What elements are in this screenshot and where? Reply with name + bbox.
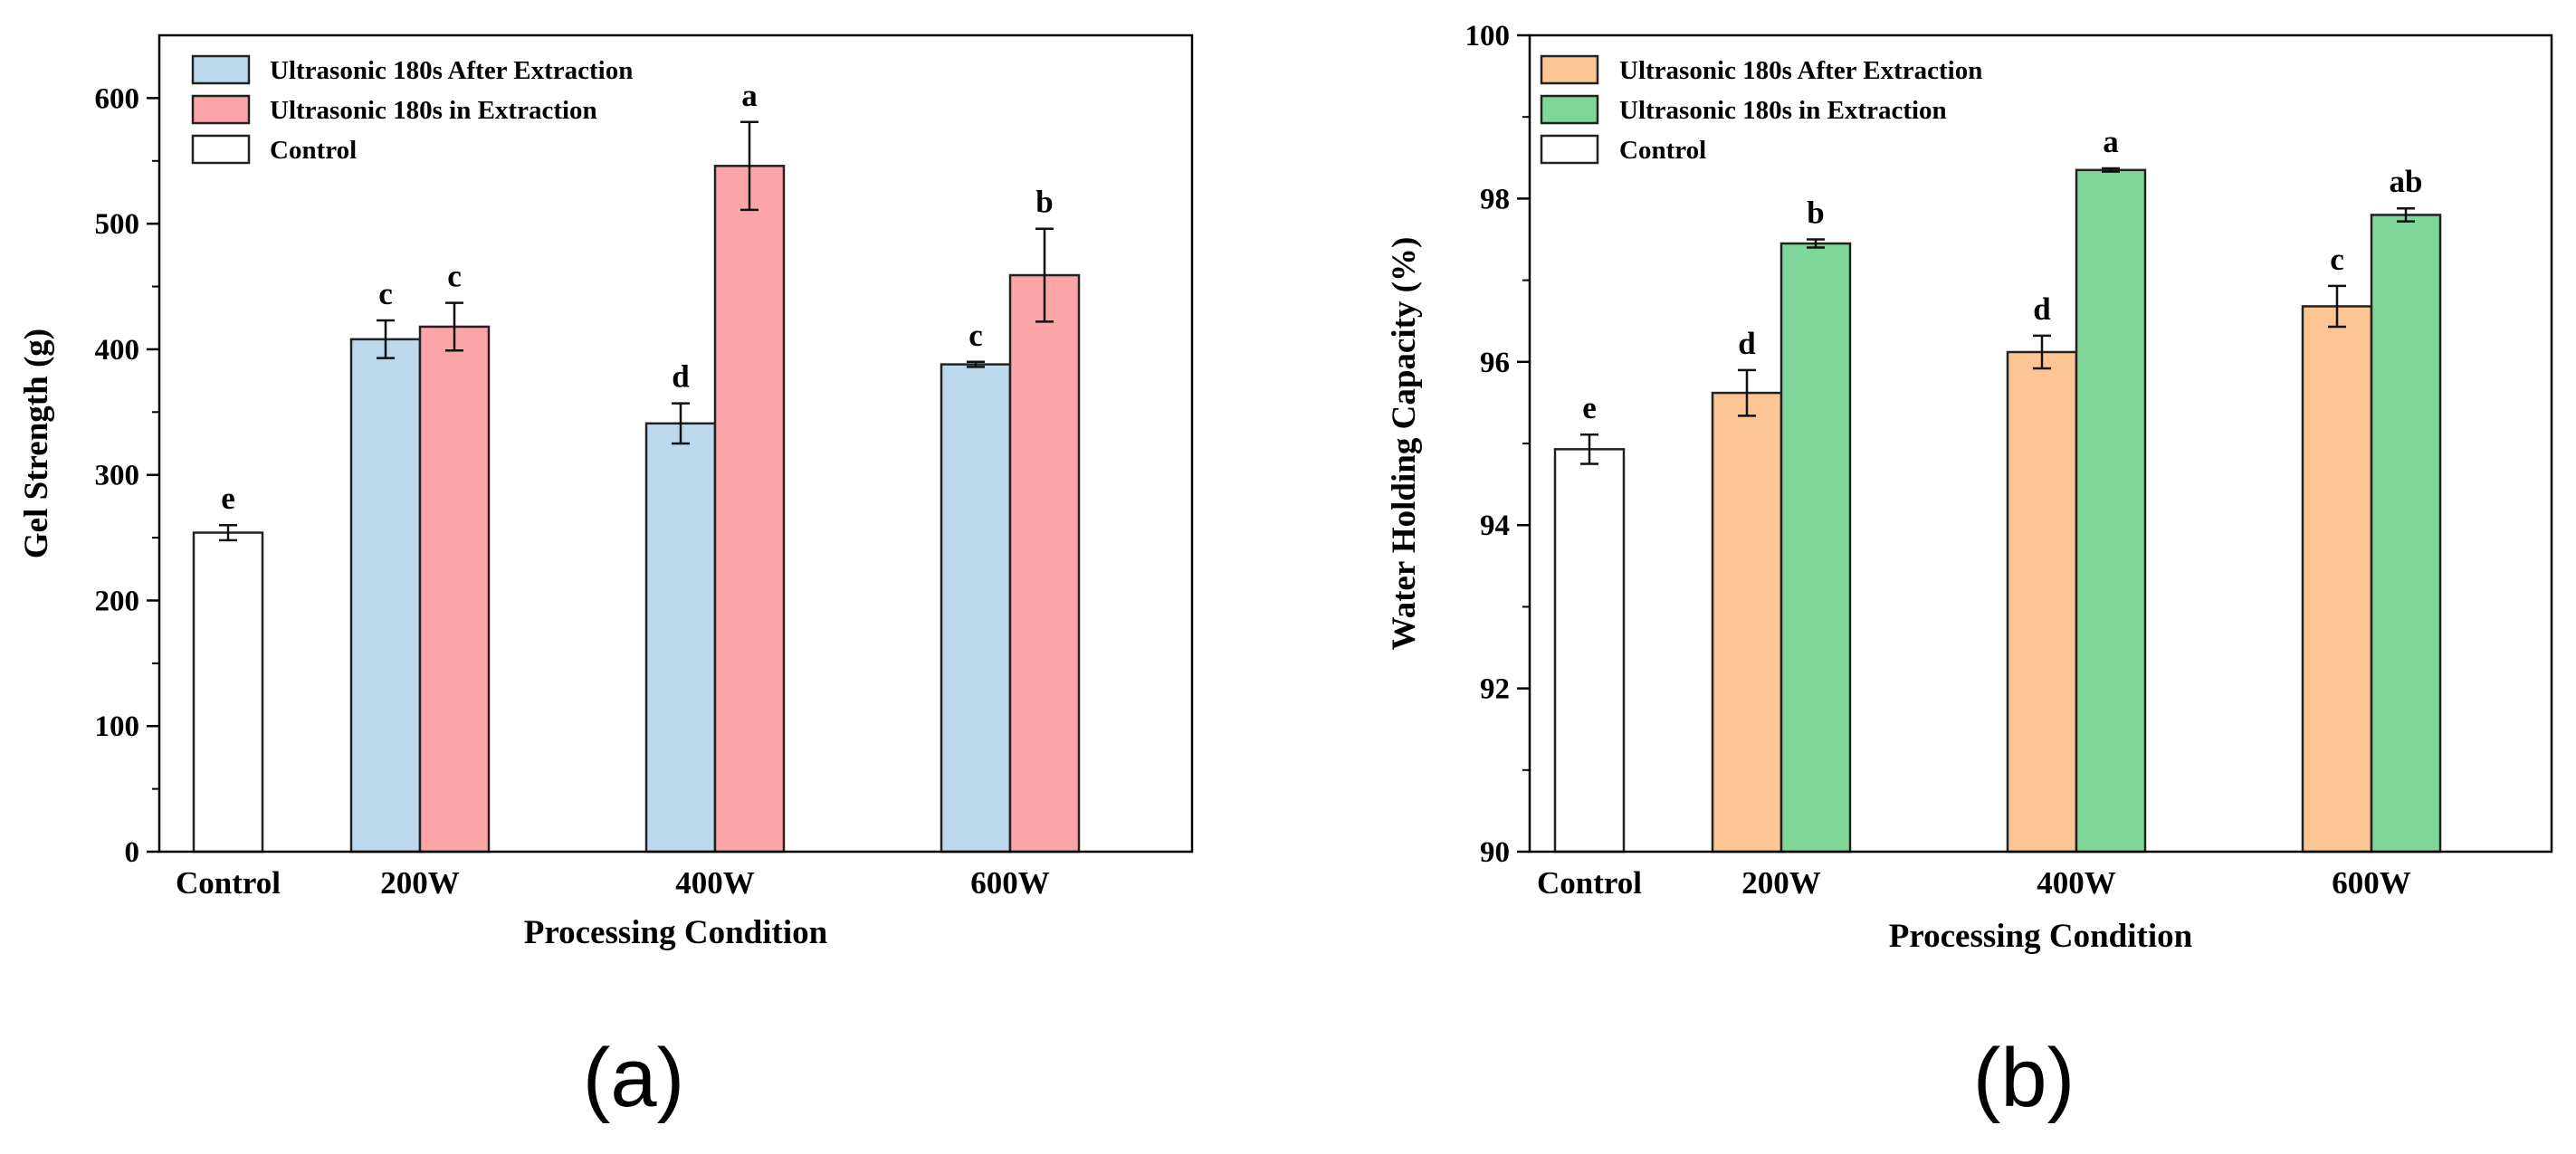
- y-tick-label: 96: [1480, 347, 1510, 379]
- legend-label-2: Control: [1619, 136, 1706, 165]
- bar-600w-series-0: [940, 363, 1012, 854]
- x-axis-title: Processing Condition: [524, 914, 828, 951]
- bar-control-series-2: [1553, 448, 1626, 854]
- legend-swatch-0: [1540, 54, 1599, 85]
- y-tick-label: 300: [95, 460, 140, 492]
- x-category-label: 600W: [970, 865, 1050, 901]
- significance-letter: d: [2033, 291, 2051, 327]
- y-tick-label: 600: [95, 82, 140, 115]
- legend-swatch-0: [191, 54, 251, 85]
- x-category-label: 400W: [2037, 865, 2116, 901]
- bar-400w-series-0: [644, 422, 717, 854]
- y-tick-label: 200: [95, 585, 140, 617]
- bar-600w-series-1: [1008, 273, 1081, 854]
- y-tick-label: 98: [1480, 183, 1510, 215]
- legend-label-0: Ultrasonic 180s After Extraction: [270, 56, 633, 85]
- significance-letter: a: [2103, 124, 2119, 159]
- bar-200w-series-1: [418, 325, 491, 854]
- significance-letter: d: [1738, 326, 1756, 361]
- bar-400w-series-1: [713, 165, 786, 854]
- bar-200w-series-0: [1711, 391, 1783, 854]
- significance-letter: e: [221, 481, 235, 516]
- significance-letter: c: [2330, 242, 2344, 277]
- y-tick-label: 500: [95, 208, 140, 241]
- y-tick-label: 0: [125, 836, 140, 869]
- y-tick-label: 90: [1480, 836, 1510, 869]
- bar-200w-series-0: [349, 338, 422, 854]
- chart-panel-a: 0 100 200 300 400 500 600 e Control c c 200W d a 400W c…: [18, 33, 1194, 1124]
- significance-letter: b: [1807, 196, 1824, 231]
- significance-letter: e: [1582, 390, 1597, 425]
- y-tick-label: 94: [1480, 510, 1510, 542]
- legend-swatch-2: [1540, 134, 1599, 165]
- y-tick-label: 100: [95, 711, 140, 743]
- y-tick-label: 400: [95, 334, 140, 367]
- significance-letter: c: [447, 259, 462, 294]
- panel-caption: (b): [1973, 1032, 2075, 1124]
- plot-frame: [157, 33, 1194, 854]
- plot-frame: [1528, 33, 2553, 854]
- x-axis-title: Processing Condition: [1889, 918, 2193, 955]
- significance-letter: c: [378, 276, 393, 311]
- significance-letter: c: [968, 318, 983, 353]
- legend-label-1: Ultrasonic 180s in Extraction: [1619, 96, 1947, 125]
- bar-400w-series-1: [2075, 168, 2147, 854]
- legend-swatch-1: [191, 94, 251, 125]
- y-tick-label: 92: [1480, 673, 1510, 706]
- significance-letter: a: [741, 78, 758, 113]
- panel-caption: (a): [583, 1032, 684, 1124]
- bar-600w-series-0: [2301, 305, 2373, 854]
- significance-letter: d: [672, 359, 690, 395]
- legend-label-1: Ultrasonic 180s in Extraction: [270, 96, 597, 125]
- legend-swatch-1: [1540, 94, 1599, 125]
- chart-panel-b: 90 92 94 96 98 100 e Control d b 200W d a 400W c ab 600W…: [1386, 20, 2553, 1124]
- x-category-label: 600W: [2332, 865, 2411, 901]
- y-tick-label: 100: [1465, 20, 1511, 52]
- x-category-label: Control: [176, 865, 281, 901]
- significance-letter: b: [1035, 185, 1053, 220]
- legend-label-2: Control: [270, 136, 357, 165]
- legend-label-0: Ultrasonic 180s After Extraction: [1619, 56, 1982, 85]
- x-category-label: Control: [1537, 865, 1642, 901]
- legend-swatch-2: [191, 134, 251, 165]
- significance-letter: ab: [2390, 164, 2423, 199]
- bar-600w-series-1: [2370, 214, 2442, 854]
- x-category-label: 200W: [380, 865, 460, 901]
- y-axis-title: Gel Strength (g): [18, 329, 55, 558]
- bar-400w-series-0: [2006, 350, 2078, 854]
- x-category-label: 400W: [675, 865, 755, 901]
- bar-200w-series-1: [1779, 242, 1852, 854]
- bar-control-series-2: [192, 531, 264, 854]
- x-category-label: 200W: [1741, 865, 1821, 901]
- y-axis-title: Water Holding Capacity (%): [1386, 237, 1423, 651]
